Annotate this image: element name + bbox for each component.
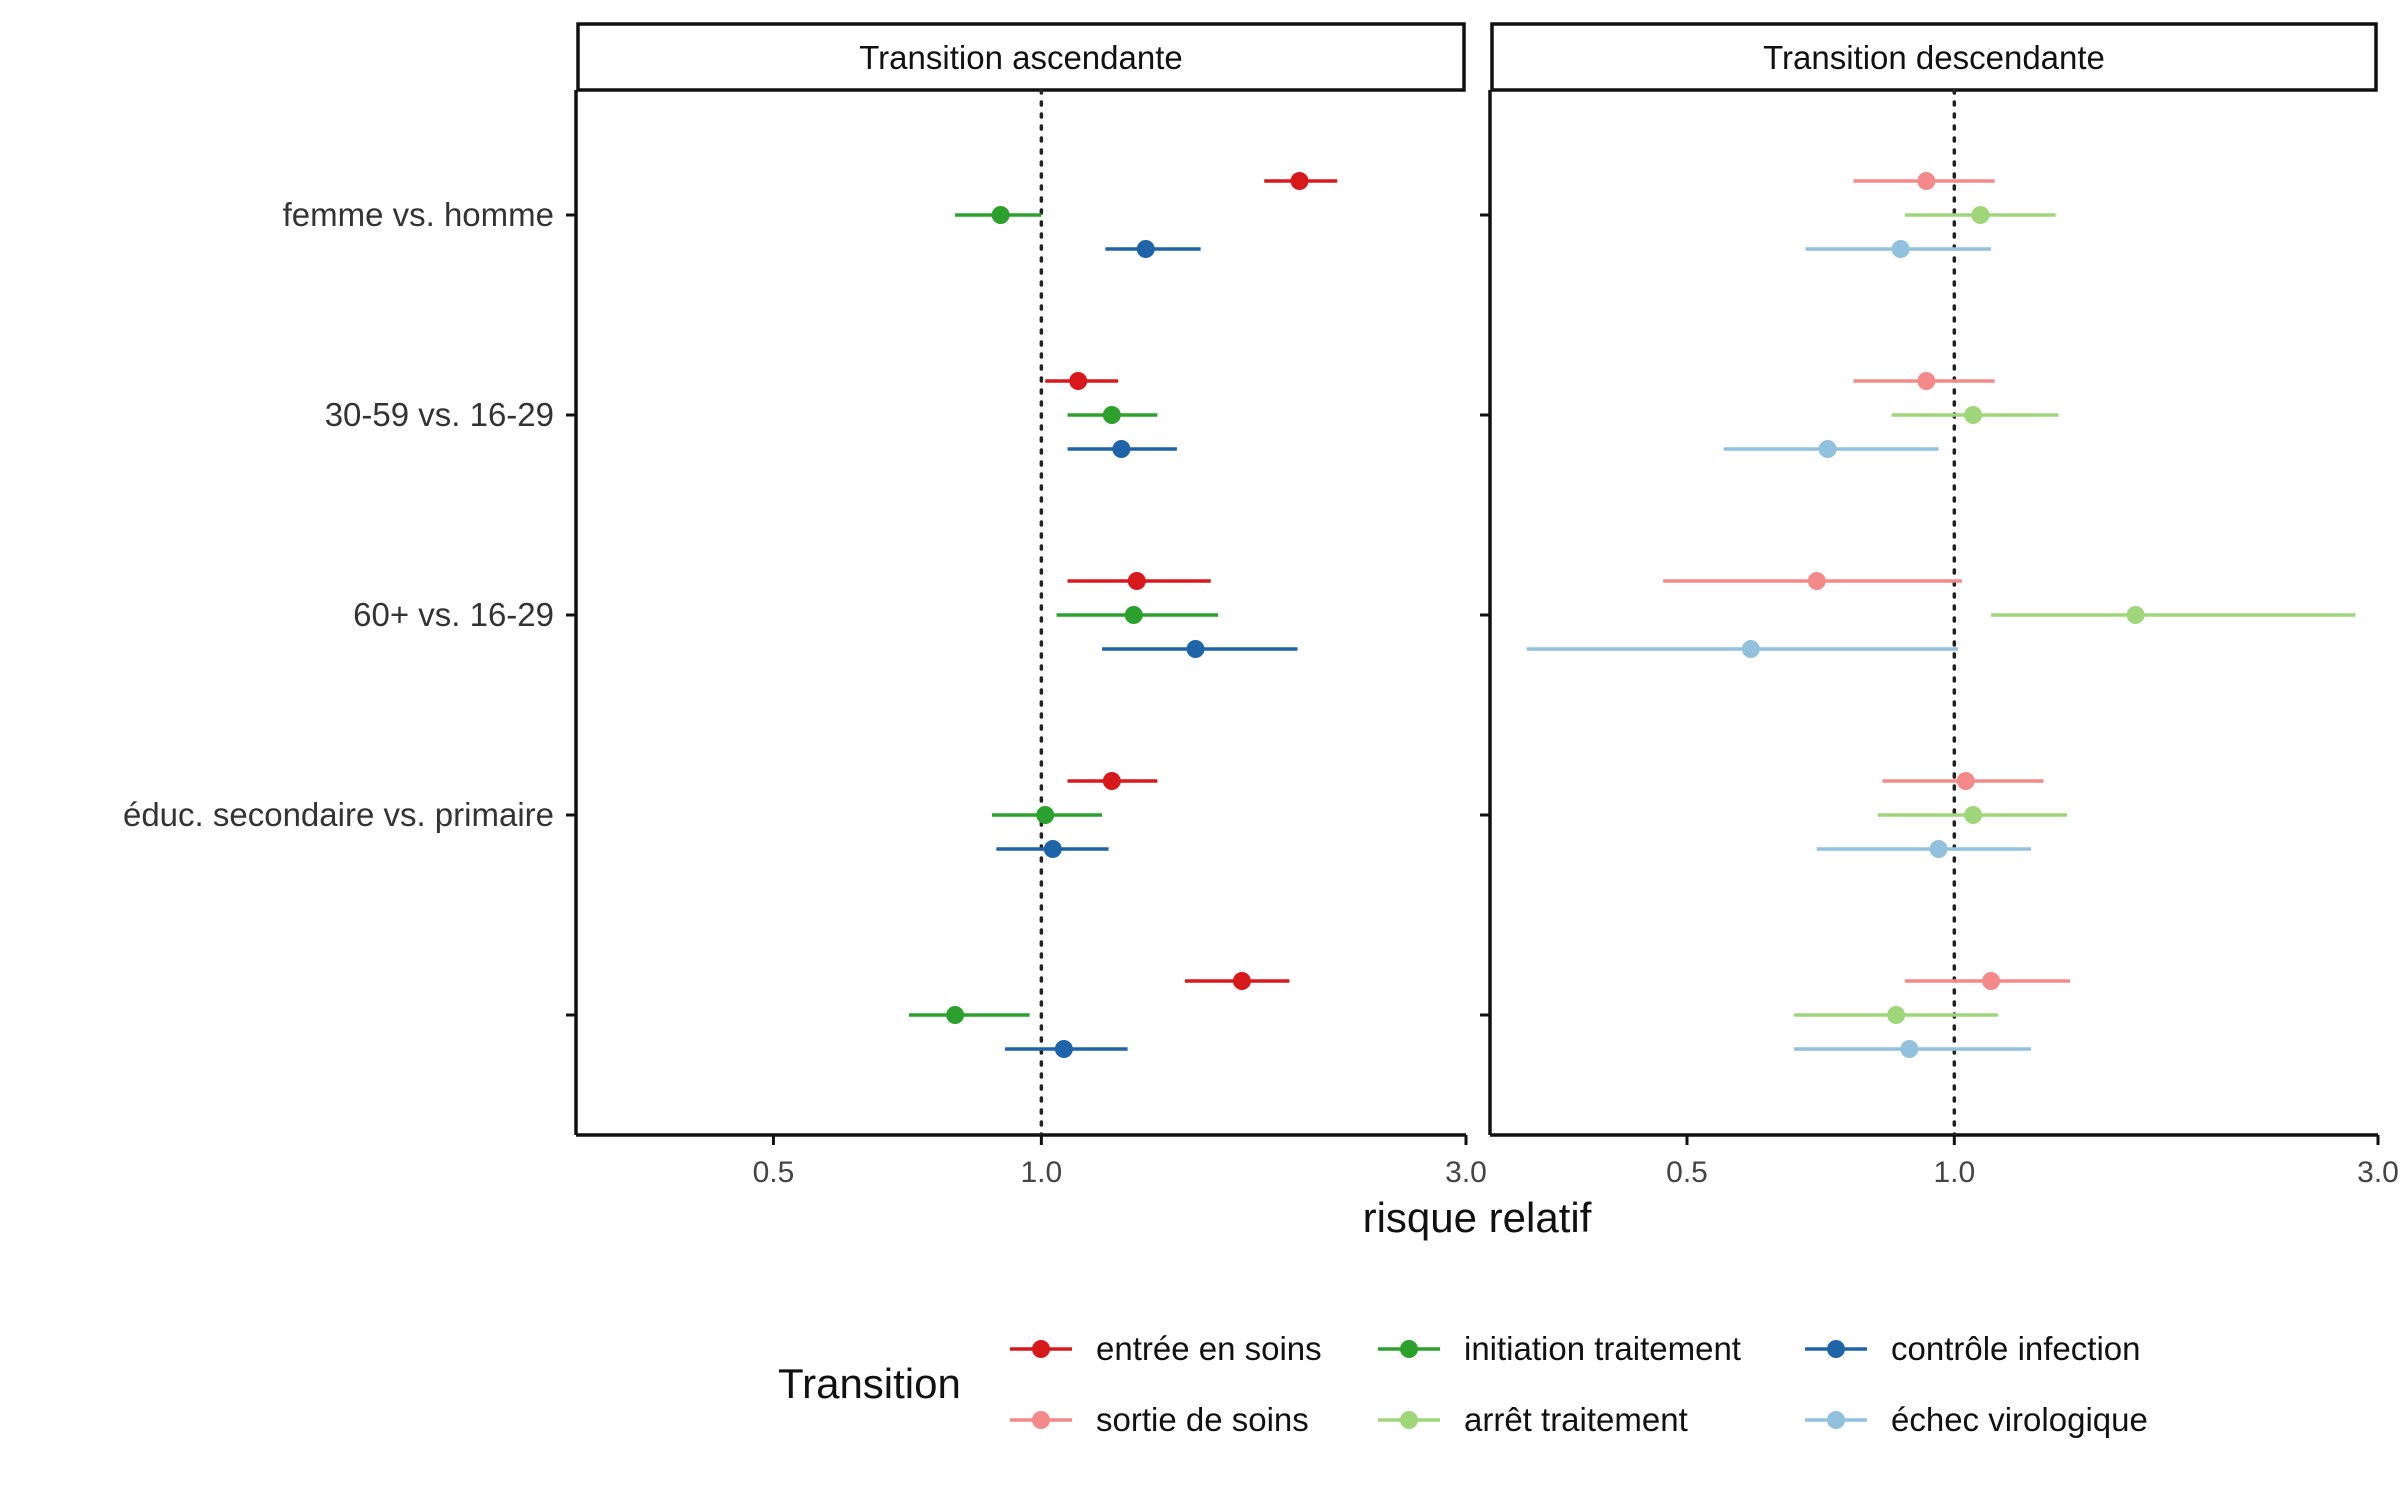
point-estimate	[1112, 440, 1131, 458]
point-estimate	[1818, 440, 1837, 458]
legend-title: Transition	[778, 1360, 961, 1407]
category-label: 60+ vs. 16-29	[353, 596, 554, 633]
point-estimate	[1102, 406, 1121, 424]
point-estimate	[1956, 772, 1975, 790]
point-estimate	[1136, 240, 1155, 258]
point-estimate	[1917, 372, 1936, 390]
legend-key-point	[1400, 1411, 1418, 1429]
point-estimate	[1741, 640, 1760, 658]
panel-1: Transition ascendante 0.5 1.0 3.0 femme vs. …	[123, 22, 1487, 1189]
x-tick-label: 1.0	[1021, 1156, 1063, 1189]
point-estimate	[991, 206, 1010, 224]
point-estimate	[1891, 240, 1910, 258]
point-estimate	[1887, 1006, 1906, 1024]
point-estimate	[1127, 572, 1146, 590]
point-estimate	[1964, 806, 1983, 824]
legend-label: contrôle infection	[1891, 1330, 2140, 1367]
point-estimate	[1043, 840, 1062, 858]
x-tick-label: 1.0	[1933, 1156, 1975, 1189]
category-label: femme vs. homme	[283, 196, 554, 233]
legend-key-point	[1032, 1411, 1050, 1429]
point-estimate	[1102, 772, 1121, 790]
point-estimate	[1982, 972, 2001, 990]
point-estimate	[1290, 172, 1309, 190]
x-tick-label: 3.0	[2357, 1156, 2399, 1189]
legend-label: arrêt traitement	[1464, 1401, 1688, 1438]
legend-label: initiation traitement	[1464, 1330, 1741, 1367]
category-label: éduc. secondaire vs. primaire	[123, 796, 554, 833]
legend-key-point	[1827, 1340, 1845, 1358]
panel-strip-label: Transition descendante	[1763, 39, 2105, 76]
legend-label: entrée en soins	[1096, 1330, 1322, 1367]
legend-key-point	[1827, 1411, 1845, 1429]
legend: Transition entrée en soins initiation trai…	[778, 1330, 2148, 1438]
legend-label: sortie de soins	[1096, 1401, 1309, 1438]
panel-strip	[576, 22, 1466, 92]
point-estimate	[1964, 406, 1983, 424]
x-tick-label: 0.5	[1666, 1156, 1708, 1189]
point-estimate	[946, 1006, 965, 1024]
legend-label: échec virologique	[1891, 1401, 2148, 1438]
panel-strip	[1490, 22, 2378, 92]
point-estimate	[1900, 1040, 1919, 1058]
category-label: 30-59 vs. 16-29	[325, 396, 554, 433]
point-estimate	[1124, 606, 1143, 624]
x-tick-label: 0.5	[753, 1156, 795, 1189]
point-estimate	[1036, 806, 1055, 824]
point-estimate	[1069, 372, 1088, 390]
legend-key-point	[1032, 1340, 1050, 1358]
panel-strip-label: Transition ascendante	[859, 39, 1182, 76]
point-estimate	[1971, 206, 1990, 224]
point-estimate	[1054, 1040, 1073, 1058]
panel-2: Transition descendante 0.5 1.0 3.0	[1480, 22, 2399, 1189]
x-tick-label: 3.0	[1445, 1156, 1487, 1189]
point-estimate	[1917, 172, 1936, 190]
legend-key-point	[1400, 1340, 1418, 1358]
x-axis-title: risque relatif	[1363, 1194, 1592, 1241]
point-estimate	[1929, 840, 1948, 858]
point-estimate	[1232, 972, 1251, 990]
point-estimate	[1807, 572, 1826, 590]
point-estimate	[1186, 640, 1205, 658]
point-estimate	[2126, 606, 2145, 624]
